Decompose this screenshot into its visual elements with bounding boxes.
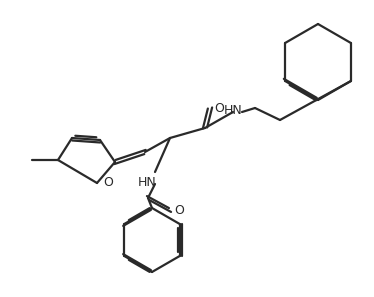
Text: O: O bbox=[103, 176, 113, 189]
Text: HN: HN bbox=[138, 176, 156, 189]
Text: O: O bbox=[214, 102, 224, 115]
Text: O: O bbox=[174, 203, 184, 217]
Text: HN: HN bbox=[224, 103, 242, 116]
